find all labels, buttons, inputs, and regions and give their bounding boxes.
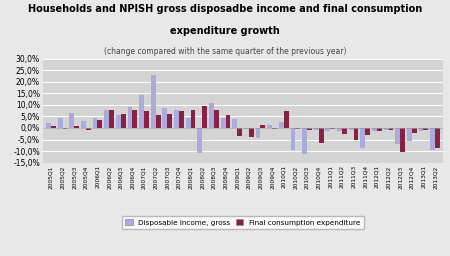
Bar: [330, 128, 335, 129]
Bar: [365, 128, 370, 135]
Bar: [139, 94, 144, 128]
Bar: [167, 114, 172, 128]
Legend: Disposable income, gross, Final consumption expenditure: Disposable income, gross, Final consumpt…: [122, 216, 364, 229]
Bar: [74, 126, 79, 128]
Bar: [63, 128, 68, 129]
Text: expenditure growth: expenditure growth: [170, 26, 280, 36]
Bar: [191, 110, 195, 128]
Bar: [384, 128, 388, 130]
Bar: [267, 125, 272, 128]
Bar: [319, 128, 324, 143]
Bar: [225, 115, 230, 128]
Bar: [46, 123, 51, 128]
Bar: [272, 128, 277, 129]
Bar: [307, 128, 312, 130]
Bar: [127, 107, 132, 128]
Bar: [104, 110, 109, 128]
Bar: [354, 128, 359, 140]
Bar: [284, 111, 288, 128]
Bar: [400, 128, 405, 152]
Bar: [342, 128, 347, 134]
Bar: [412, 128, 417, 133]
Bar: [51, 126, 56, 128]
Bar: [86, 128, 91, 130]
Bar: [151, 75, 156, 128]
Bar: [261, 125, 265, 128]
Bar: [58, 118, 63, 128]
Bar: [249, 128, 254, 137]
Bar: [109, 110, 114, 128]
Bar: [418, 128, 423, 132]
Bar: [214, 110, 219, 128]
Bar: [209, 103, 214, 128]
Bar: [377, 128, 382, 132]
Bar: [132, 110, 137, 128]
Bar: [244, 128, 249, 129]
Bar: [144, 111, 149, 128]
Bar: [423, 128, 428, 130]
Bar: [98, 120, 102, 128]
Bar: [93, 118, 98, 128]
Bar: [279, 122, 284, 128]
Bar: [220, 118, 225, 128]
Bar: [349, 128, 354, 130]
Bar: [174, 110, 179, 128]
Bar: [198, 128, 202, 153]
Bar: [325, 128, 330, 132]
Bar: [430, 128, 435, 150]
Bar: [69, 113, 74, 128]
Bar: [256, 128, 261, 138]
Bar: [237, 128, 242, 136]
Bar: [121, 114, 126, 128]
Bar: [407, 128, 412, 141]
Bar: [314, 128, 319, 130]
Bar: [202, 106, 207, 128]
Bar: [291, 128, 295, 150]
Bar: [388, 128, 393, 130]
Bar: [156, 115, 161, 128]
Bar: [395, 128, 400, 144]
Bar: [337, 128, 342, 132]
Bar: [302, 128, 307, 155]
Bar: [372, 128, 377, 132]
Bar: [232, 119, 237, 128]
Bar: [179, 111, 184, 128]
Bar: [360, 128, 365, 147]
Text: Households and NPISH gross disposadbe income and final consumption: Households and NPISH gross disposadbe in…: [28, 4, 422, 14]
Text: (change compared with the same quarter of the previous year): (change compared with the same quarter o…: [104, 47, 346, 56]
Bar: [435, 128, 440, 147]
Bar: [295, 128, 300, 129]
Bar: [162, 109, 167, 128]
Bar: [186, 118, 191, 128]
Bar: [116, 115, 121, 128]
Bar: [81, 121, 86, 128]
